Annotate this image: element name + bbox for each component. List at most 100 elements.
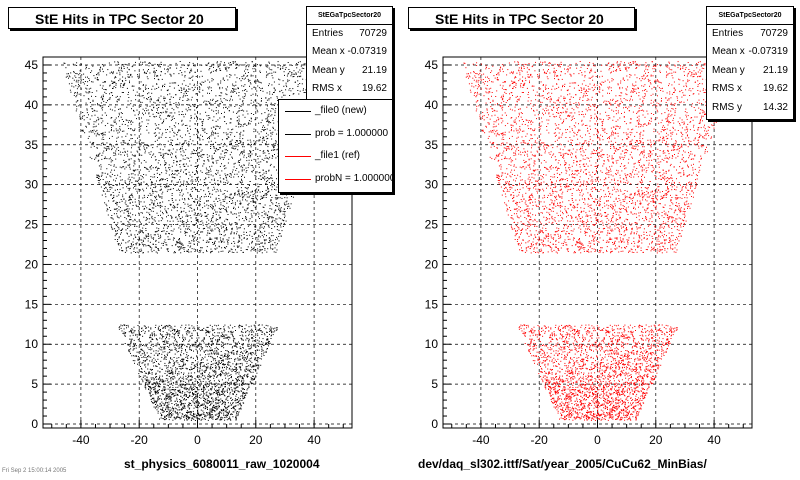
data-point bbox=[121, 179, 123, 181]
data-point bbox=[154, 140, 156, 142]
data-point bbox=[242, 199, 244, 201]
data-point bbox=[179, 185, 181, 187]
data-point bbox=[114, 228, 116, 230]
data-point bbox=[238, 118, 240, 120]
data-point bbox=[101, 99, 103, 101]
data-point bbox=[158, 230, 160, 232]
data-point bbox=[110, 194, 112, 196]
data-point bbox=[299, 61, 301, 63]
data-point bbox=[204, 366, 206, 368]
data-point bbox=[259, 236, 261, 238]
data-point bbox=[188, 392, 190, 394]
data-point bbox=[187, 192, 189, 194]
data-point bbox=[131, 134, 133, 136]
data-point bbox=[181, 90, 183, 91]
data-point bbox=[215, 393, 217, 395]
data-point bbox=[106, 190, 108, 192]
data-point bbox=[147, 356, 148, 357]
data-point bbox=[154, 217, 156, 219]
data-point bbox=[176, 134, 178, 136]
data-point bbox=[190, 412, 192, 414]
data-point bbox=[117, 129, 119, 131]
data-point bbox=[207, 213, 209, 215]
data-point bbox=[258, 172, 260, 174]
data-point bbox=[103, 65, 105, 67]
data-point bbox=[262, 196, 264, 198]
data-point bbox=[102, 71, 104, 73]
data-point bbox=[272, 219, 274, 221]
data-point bbox=[271, 216, 273, 218]
data-point bbox=[117, 62, 119, 64]
data-point bbox=[229, 98, 231, 100]
data-point bbox=[236, 233, 237, 235]
data-point bbox=[112, 228, 114, 230]
data-point bbox=[283, 94, 285, 96]
data-point bbox=[212, 230, 214, 232]
data-point bbox=[190, 128, 191, 130]
data-point bbox=[261, 223, 263, 225]
data-point bbox=[208, 101, 210, 103]
data-point bbox=[161, 414, 163, 416]
data-point bbox=[191, 207, 193, 209]
data-point bbox=[215, 101, 216, 103]
data-point bbox=[238, 171, 240, 173]
data-point bbox=[113, 200, 115, 202]
data-point bbox=[179, 97, 181, 99]
data-point bbox=[239, 78, 241, 80]
data-point bbox=[261, 197, 263, 199]
data-point bbox=[278, 240, 280, 242]
data-point bbox=[265, 65, 267, 67]
data-point bbox=[220, 82, 222, 84]
data-point bbox=[148, 170, 150, 172]
data-point bbox=[208, 171, 210, 173]
data-point bbox=[209, 102, 211, 104]
data-point bbox=[80, 79, 82, 81]
data-point bbox=[239, 203, 241, 205]
data-point bbox=[127, 246, 129, 248]
data-point bbox=[242, 151, 243, 153]
data-point bbox=[117, 174, 119, 176]
data-point bbox=[232, 169, 234, 171]
data-point bbox=[125, 183, 127, 184]
data-point bbox=[185, 212, 187, 214]
data-point bbox=[128, 158, 130, 160]
data-point bbox=[187, 249, 189, 251]
data-point bbox=[253, 232, 255, 234]
data-point bbox=[73, 86, 75, 88]
data-point bbox=[183, 387, 185, 389]
data-point bbox=[234, 345, 236, 347]
data-point bbox=[134, 226, 136, 227]
data-point bbox=[235, 63, 237, 65]
data-point bbox=[276, 198, 278, 200]
data-point bbox=[232, 83, 234, 85]
data-point bbox=[168, 150, 170, 152]
data-point bbox=[238, 239, 240, 241]
data-point bbox=[80, 88, 82, 90]
data-point bbox=[183, 182, 185, 184]
data-point bbox=[159, 205, 161, 207]
data-point bbox=[154, 73, 156, 75]
data-point bbox=[272, 119, 274, 121]
data-point bbox=[200, 231, 202, 233]
data-point bbox=[238, 160, 239, 162]
data-point bbox=[216, 350, 218, 352]
data-point bbox=[196, 177, 198, 179]
data-point bbox=[194, 173, 196, 175]
data-point bbox=[248, 122, 250, 124]
data-point bbox=[199, 88, 201, 90]
data-point bbox=[276, 329, 278, 331]
data-point bbox=[194, 187, 196, 189]
data-point bbox=[193, 237, 195, 239]
data-point bbox=[119, 188, 121, 190]
data-point bbox=[105, 186, 107, 188]
data-point bbox=[271, 72, 273, 74]
data-point bbox=[225, 408, 227, 410]
data-point bbox=[237, 161, 239, 163]
data-point bbox=[214, 182, 216, 184]
data-point bbox=[79, 85, 81, 87]
data-point bbox=[88, 135, 90, 137]
data-point bbox=[267, 192, 269, 193]
data-point bbox=[226, 337, 228, 339]
data-point bbox=[167, 220, 169, 222]
data-point bbox=[239, 212, 241, 214]
